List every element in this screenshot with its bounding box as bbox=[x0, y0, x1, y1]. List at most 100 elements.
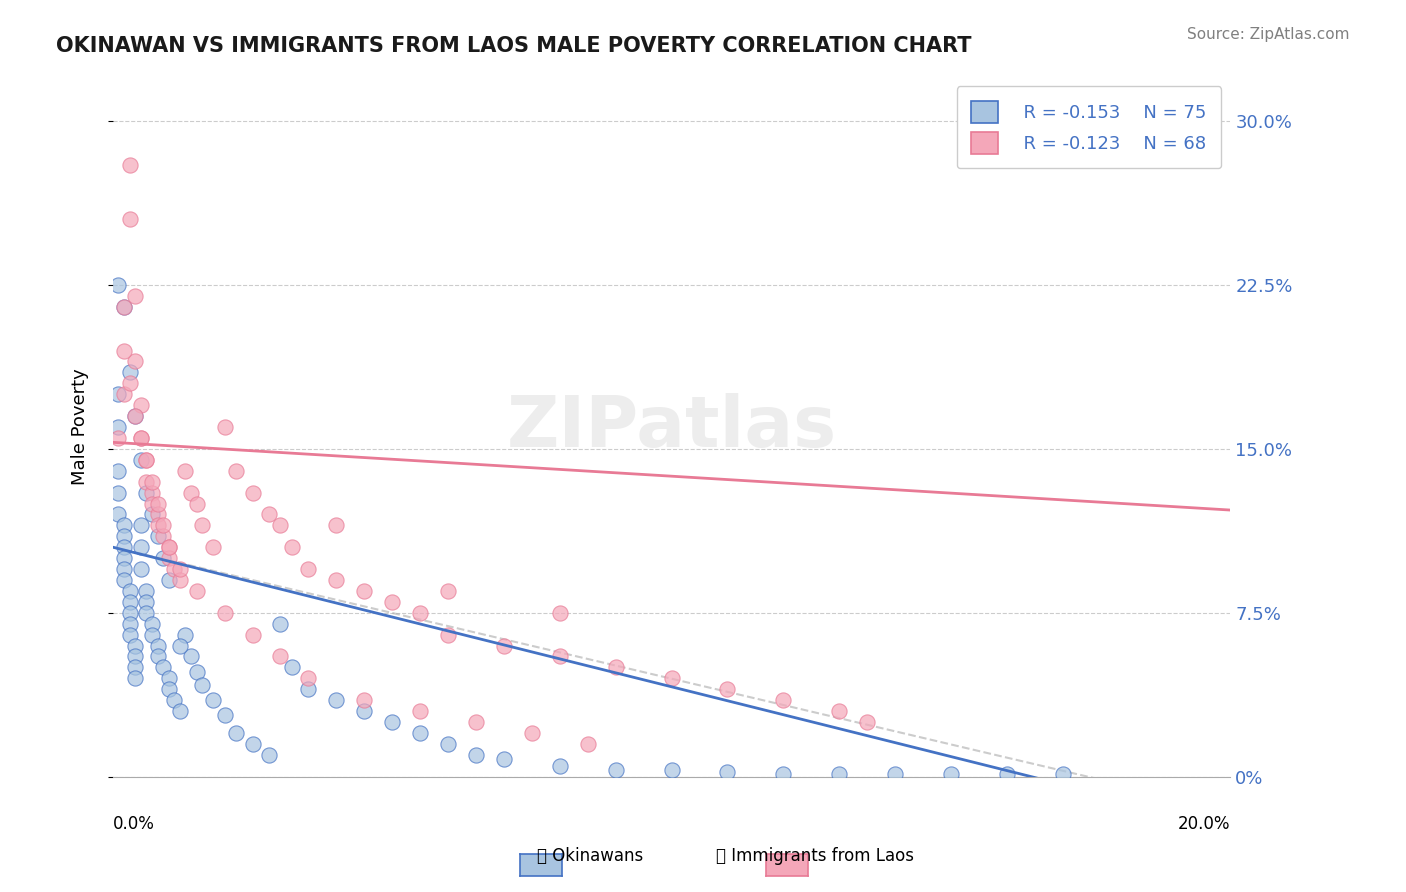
Point bbox=[465, 747, 488, 762]
Point bbox=[163, 693, 186, 707]
Point bbox=[242, 737, 264, 751]
Point bbox=[186, 496, 208, 510]
Text: Source: ZipAtlas.com: Source: ZipAtlas.com bbox=[1187, 27, 1350, 42]
Point bbox=[186, 665, 208, 679]
Point bbox=[163, 562, 186, 576]
Point bbox=[124, 671, 146, 685]
Point bbox=[409, 726, 432, 740]
Point bbox=[124, 409, 146, 423]
Point bbox=[146, 529, 169, 543]
Point bbox=[152, 660, 174, 674]
Point bbox=[146, 518, 169, 533]
Point bbox=[157, 573, 180, 587]
Point bbox=[465, 714, 488, 729]
Point bbox=[124, 660, 146, 674]
Point bbox=[661, 671, 683, 685]
Point bbox=[828, 767, 851, 781]
Point bbox=[325, 693, 347, 707]
Point bbox=[141, 616, 163, 631]
Point bbox=[772, 767, 794, 781]
Point bbox=[124, 409, 146, 423]
Point bbox=[157, 551, 180, 566]
Point bbox=[135, 583, 157, 598]
Point bbox=[112, 540, 135, 554]
Legend:   R = -0.153    N = 75,   R = -0.123    N = 68: R = -0.153 N = 75, R = -0.123 N = 68 bbox=[956, 87, 1222, 169]
Point bbox=[214, 708, 236, 723]
Point bbox=[169, 562, 191, 576]
Point bbox=[409, 606, 432, 620]
Point bbox=[112, 573, 135, 587]
Point bbox=[129, 431, 152, 445]
Point bbox=[118, 595, 141, 609]
Point bbox=[180, 485, 202, 500]
Point bbox=[939, 767, 962, 781]
Point bbox=[146, 508, 169, 522]
Point bbox=[169, 573, 191, 587]
Point bbox=[353, 704, 375, 718]
Point bbox=[548, 606, 571, 620]
Point bbox=[225, 464, 247, 478]
Point bbox=[118, 376, 141, 391]
Point bbox=[135, 606, 157, 620]
Point bbox=[118, 616, 141, 631]
Point bbox=[297, 562, 319, 576]
Point bbox=[107, 464, 129, 478]
Point bbox=[492, 752, 515, 766]
Point bbox=[548, 758, 571, 772]
Text: 0.0%: 0.0% bbox=[112, 815, 155, 833]
Point bbox=[325, 518, 347, 533]
Point bbox=[269, 649, 291, 664]
Point bbox=[112, 300, 135, 314]
Point bbox=[884, 767, 907, 781]
Point bbox=[1052, 767, 1074, 781]
Point bbox=[157, 540, 180, 554]
Point bbox=[129, 398, 152, 412]
Point bbox=[169, 639, 191, 653]
Point bbox=[146, 649, 169, 664]
Point bbox=[118, 606, 141, 620]
Point bbox=[152, 529, 174, 543]
Point bbox=[129, 562, 152, 576]
Point bbox=[135, 475, 157, 489]
Point bbox=[174, 627, 197, 641]
Text: OKINAWAN VS IMMIGRANTS FROM LAOS MALE POVERTY CORRELATION CHART: OKINAWAN VS IMMIGRANTS FROM LAOS MALE PO… bbox=[56, 36, 972, 55]
Point bbox=[118, 158, 141, 172]
Point bbox=[107, 485, 129, 500]
Point bbox=[118, 627, 141, 641]
Point bbox=[112, 387, 135, 401]
Point bbox=[437, 737, 460, 751]
Point bbox=[146, 496, 169, 510]
Point bbox=[135, 595, 157, 609]
Point bbox=[118, 365, 141, 379]
Point bbox=[157, 540, 180, 554]
Point bbox=[661, 763, 683, 777]
Point bbox=[112, 518, 135, 533]
Point bbox=[772, 693, 794, 707]
Point bbox=[605, 763, 627, 777]
Point bbox=[280, 540, 302, 554]
Point bbox=[112, 529, 135, 543]
Point bbox=[124, 639, 146, 653]
Point bbox=[716, 682, 738, 697]
Point bbox=[605, 660, 627, 674]
Point bbox=[381, 714, 404, 729]
Point bbox=[186, 583, 208, 598]
Point bbox=[107, 508, 129, 522]
Point bbox=[124, 354, 146, 368]
Point bbox=[180, 649, 202, 664]
Point bbox=[124, 649, 146, 664]
Point bbox=[112, 343, 135, 358]
Point bbox=[107, 387, 129, 401]
Text: ⬜ Okinawans: ⬜ Okinawans bbox=[537, 847, 644, 864]
Point bbox=[112, 551, 135, 566]
Point bbox=[146, 639, 169, 653]
Point bbox=[135, 485, 157, 500]
Point bbox=[437, 583, 460, 598]
Point bbox=[169, 704, 191, 718]
Text: 20.0%: 20.0% bbox=[1178, 815, 1230, 833]
Point bbox=[297, 682, 319, 697]
Point bbox=[191, 518, 214, 533]
Point bbox=[492, 639, 515, 653]
Point bbox=[995, 767, 1018, 781]
Point bbox=[141, 496, 163, 510]
